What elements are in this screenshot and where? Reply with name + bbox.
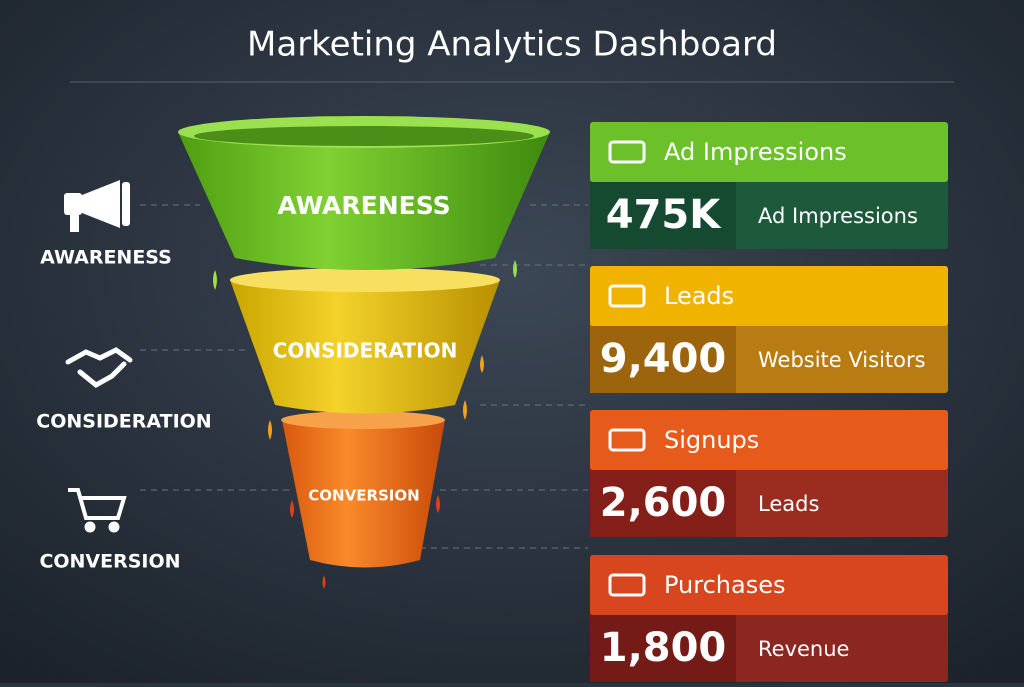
funnel xyxy=(178,116,550,589)
card-header xyxy=(590,122,948,182)
metric-card: Signups 2,600 Leads xyxy=(590,410,948,537)
handshake-icon xyxy=(65,347,133,389)
card-value: 475K xyxy=(606,192,722,238)
card-description: Revenue xyxy=(758,637,849,661)
card-title: Leads xyxy=(664,282,734,310)
cart-icon xyxy=(68,488,127,533)
funnel-label: AWARENESS xyxy=(277,191,450,220)
card-value-area xyxy=(590,470,736,537)
card-icon xyxy=(608,573,646,597)
card-header xyxy=(590,555,948,615)
card-icon xyxy=(608,428,646,452)
card-title: Signups xyxy=(664,426,759,454)
stage-label: CONVERSION xyxy=(39,551,180,573)
connectors xyxy=(140,204,588,549)
funnel-label: CONSIDERATION xyxy=(273,339,458,363)
card-value-area xyxy=(590,326,736,393)
metric-card: Ad Impressions 475K Ad Impressions xyxy=(590,122,948,249)
card-icon xyxy=(608,284,646,308)
card-value: 2,600 xyxy=(600,480,727,526)
card-header xyxy=(590,266,948,326)
megaphone-icon xyxy=(64,180,130,232)
card-description: Ad Impressions xyxy=(758,204,918,228)
metric-card: Purchases 1,800 Revenue xyxy=(590,555,948,682)
card-icon xyxy=(608,140,646,164)
stage-label: AWARENESS xyxy=(40,247,172,269)
card-title: Ad Impressions xyxy=(664,138,847,166)
funnel-label: CONVERSION xyxy=(308,487,419,505)
metric-card: Leads 9,400 Website Visitors xyxy=(590,266,948,393)
card-description: Leads xyxy=(758,492,819,516)
card-value: 1,800 xyxy=(600,625,727,671)
card-value-area xyxy=(590,615,736,682)
card-header xyxy=(590,410,948,470)
card-value: 9,400 xyxy=(600,336,727,382)
card-title: Purchases xyxy=(664,571,786,599)
stage-label: CONSIDERATION xyxy=(36,411,211,433)
card-description: Website Visitors xyxy=(758,348,926,372)
card-value-area xyxy=(590,182,736,249)
title: Marketing Analytics Dashboard xyxy=(247,25,777,65)
